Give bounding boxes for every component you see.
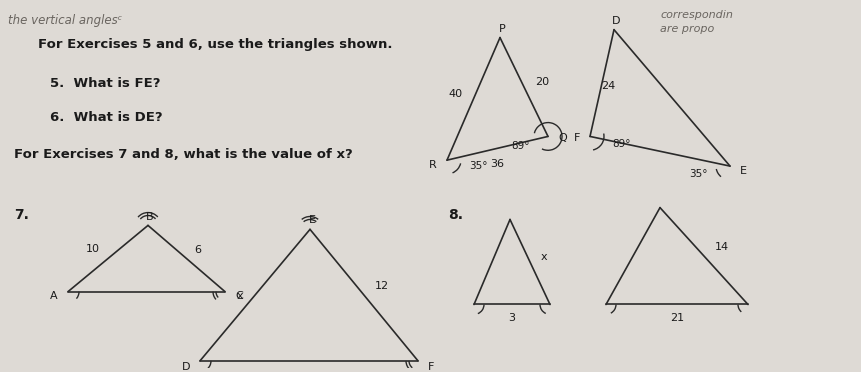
Text: 40: 40 [449, 89, 462, 99]
Text: E: E [740, 166, 747, 176]
Text: the vertical anglesᶜ: the vertical anglesᶜ [8, 14, 122, 27]
Text: x: x [541, 252, 548, 262]
Text: are propo: are propo [660, 24, 715, 34]
Text: A: A [51, 291, 58, 301]
Text: 7.: 7. [14, 208, 29, 222]
Text: For Exercises 5 and 6, use the triangles shown.: For Exercises 5 and 6, use the triangles… [38, 38, 393, 51]
Text: 24: 24 [602, 81, 616, 91]
Text: F: F [428, 362, 435, 372]
Text: D: D [612, 16, 620, 26]
Text: correspondin: correspondin [660, 10, 733, 20]
Text: D: D [182, 362, 190, 372]
Text: x: x [237, 291, 244, 301]
Text: F: F [573, 134, 580, 144]
Text: E: E [308, 215, 315, 225]
Text: 20: 20 [535, 77, 549, 87]
Text: 6: 6 [195, 244, 201, 254]
Text: 14: 14 [715, 242, 728, 252]
Text: 35°: 35° [469, 161, 487, 171]
Text: 36: 36 [491, 159, 505, 169]
Text: R: R [430, 160, 437, 170]
Text: For Exercises 7 and 8, what is the value of x?: For Exercises 7 and 8, what is the value… [14, 148, 353, 161]
Text: 21: 21 [670, 313, 684, 323]
Text: 89°: 89° [511, 141, 530, 151]
Text: 5.  What is FE?: 5. What is FE? [50, 77, 160, 90]
Text: C: C [235, 291, 243, 301]
Text: 10: 10 [86, 244, 100, 254]
Text: P: P [499, 24, 505, 34]
Text: 35°: 35° [690, 169, 708, 179]
Text: 6.  What is DE?: 6. What is DE? [50, 111, 163, 124]
Text: 12: 12 [375, 281, 389, 291]
Text: 8.: 8. [448, 208, 463, 222]
Text: 89°: 89° [612, 140, 630, 149]
Text: 3: 3 [509, 313, 516, 323]
Text: Q: Q [558, 134, 567, 144]
Text: B: B [146, 212, 154, 221]
